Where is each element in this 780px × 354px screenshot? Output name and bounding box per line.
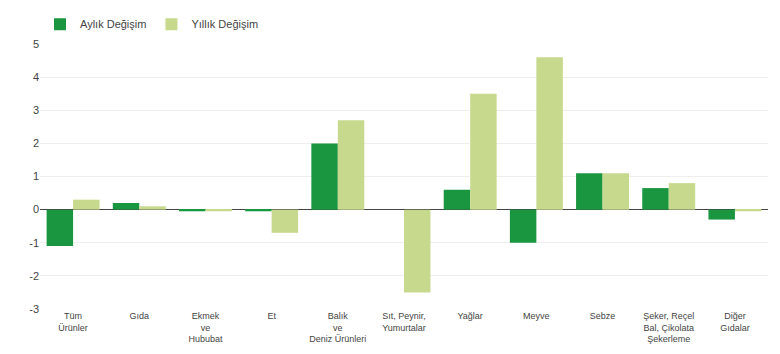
svg-text:Et: Et <box>267 311 276 321</box>
svg-text:BalıkveDeniz Ürünleri: BalıkveDeniz Ürünleri <box>309 311 366 344</box>
svg-text:4: 4 <box>33 71 39 83</box>
svg-text:1: 1 <box>33 170 39 182</box>
svg-text:Gıda: Gıda <box>130 311 150 321</box>
svg-text:Sıt, Peynir,Yumurtalar: Sıt, Peynir,Yumurtalar <box>382 311 426 333</box>
svg-text:-1: -1 <box>29 237 39 249</box>
svg-text:Yıllık Değişim: Yıllık Değişim <box>191 18 258 30</box>
svg-text:EkmekveHububat: EkmekveHububat <box>188 311 223 344</box>
svg-text:Şeker, ReçelBal, ÇikolataŞeker: Şeker, ReçelBal, ÇikolataŞekerleme <box>643 311 694 344</box>
svg-text:5: 5 <box>33 38 39 50</box>
svg-text:Meyve: Meyve <box>523 311 550 321</box>
svg-text:DiğerGıdalar: DiğerGıdalar <box>720 311 750 333</box>
svg-text:2: 2 <box>33 137 39 149</box>
svg-text:Sebze: Sebze <box>590 311 616 321</box>
svg-text:TümÜrünler: TümÜrünler <box>58 311 88 333</box>
svg-text:Yağlar: Yağlar <box>458 311 483 321</box>
svg-text:-3: -3 <box>29 303 39 315</box>
svg-text:-2: -2 <box>29 270 39 282</box>
svg-text:Aylık Değişim: Aylık Değişim <box>80 18 146 30</box>
svg-text:0: 0 <box>33 203 39 215</box>
svg-text:3: 3 <box>33 104 39 116</box>
